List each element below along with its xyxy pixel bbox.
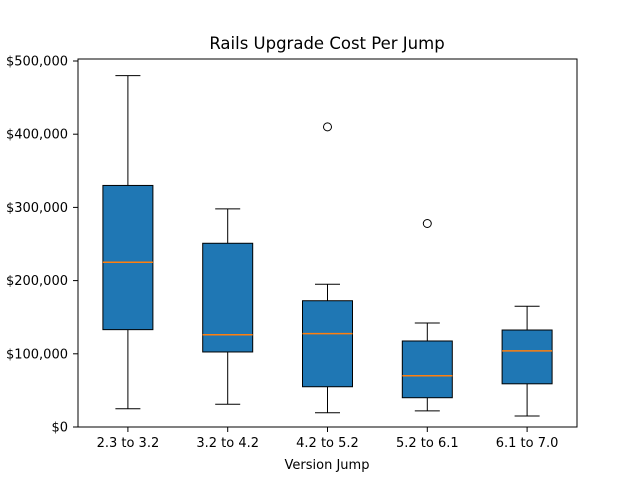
plot-area: $0 $100,000 $200,000 $300,000 $400,000 $500,0…: [6, 55, 578, 451]
box-iqr: [202, 242, 254, 353]
x-tick-label: 5.2 to 6.1: [396, 436, 459, 451]
x-tick-label: 3.2 to 4.2: [196, 436, 259, 451]
y-tick-label: $400,000: [6, 128, 68, 143]
y-tick-label: $0: [51, 421, 68, 436]
box-iqr: [501, 329, 553, 385]
outlier-point: [323, 122, 332, 132]
axes-spines: [77, 58, 578, 428]
y-tick-label: $100,000: [6, 347, 68, 362]
outlier-point: [422, 219, 432, 229]
box-iqr: [401, 340, 453, 399]
y-tick-label: $200,000: [6, 274, 68, 289]
box-iqr: [102, 184, 154, 331]
chart-title: Rails Upgrade Cost Per Jump: [209, 34, 444, 53]
y-tick-label: $300,000: [6, 201, 68, 216]
box-iqr: [302, 300, 353, 388]
x-tick-label: 6.1 to 7.0: [496, 436, 559, 451]
x-axis-label: Version Jump: [285, 458, 370, 473]
x-tick-label: 2.3 to 3.2: [97, 436, 160, 451]
x-tick-label: 4.2 to 5.2: [296, 436, 359, 451]
y-tick-label: $500,000: [6, 55, 68, 70]
